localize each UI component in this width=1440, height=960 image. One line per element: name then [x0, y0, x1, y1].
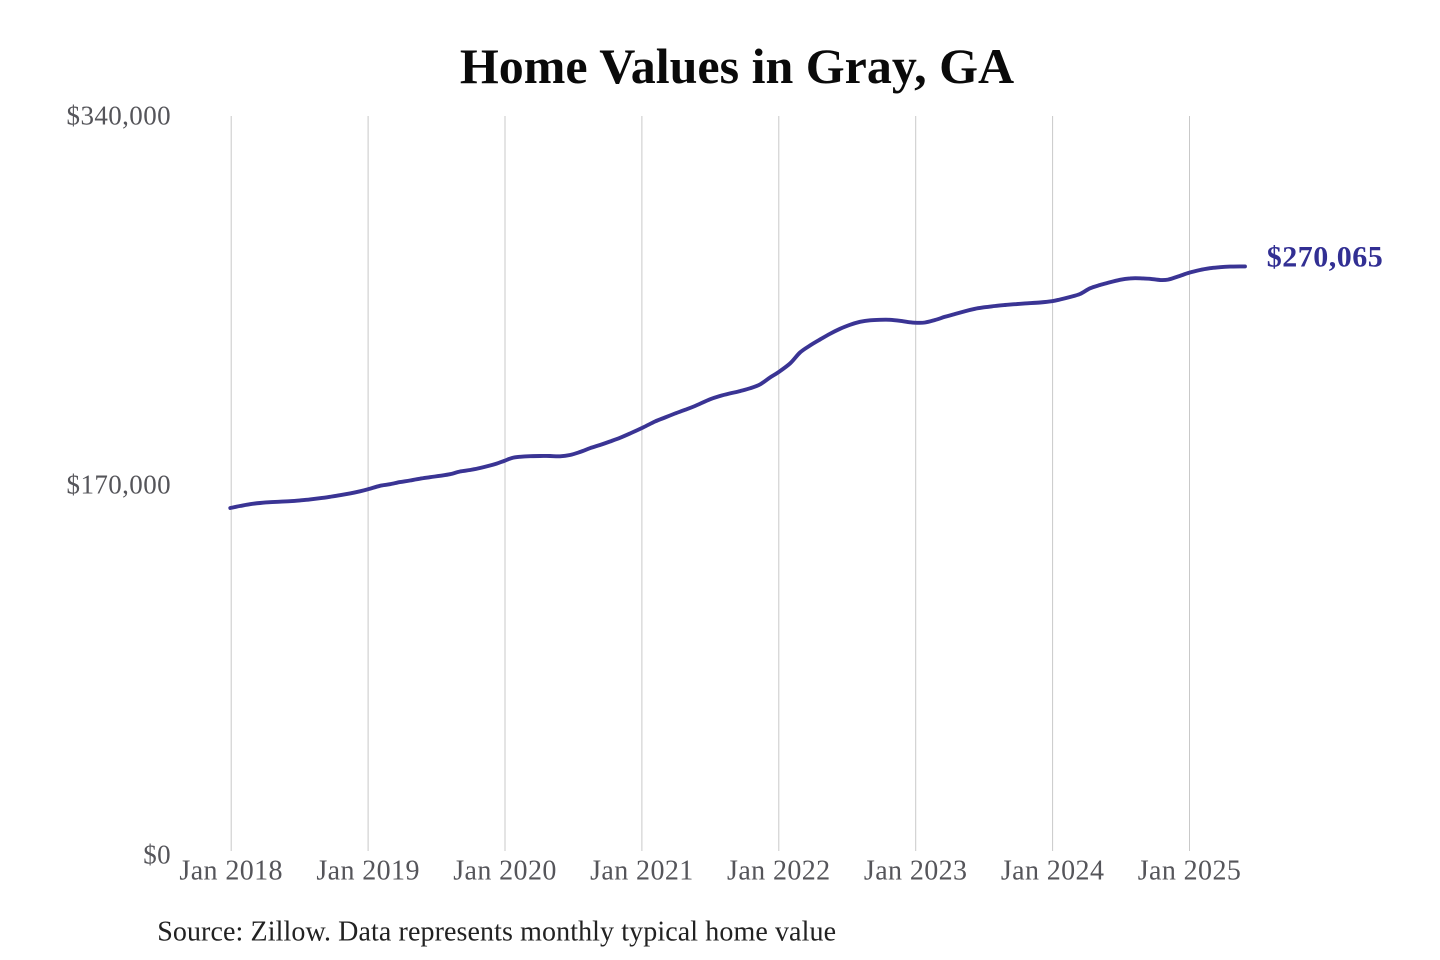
svg-text:$0: $0 — [143, 840, 171, 870]
svg-text:Jan 2020: Jan 2020 — [453, 856, 557, 887]
svg-text:$340,000: $340,000 — [67, 101, 171, 131]
svg-text:Jan 2021: Jan 2021 — [590, 856, 694, 887]
svg-text:Jan 2019: Jan 2019 — [316, 856, 420, 887]
svg-text:Jan 2024: Jan 2024 — [1001, 856, 1105, 887]
svg-text:Jan 2018: Jan 2018 — [179, 856, 283, 887]
svg-text:$270,065: $270,065 — [1267, 240, 1384, 273]
svg-text:Jan 2022: Jan 2022 — [727, 856, 831, 887]
svg-text:Source: Zillow. Data represent: Source: Zillow. Data represents monthly … — [157, 916, 836, 947]
svg-text:$170,000: $170,000 — [67, 469, 171, 499]
svg-text:Home Values in Gray, GA: Home Values in Gray, GA — [460, 38, 1014, 94]
svg-text:Jan 2025: Jan 2025 — [1138, 856, 1242, 887]
svg-text:Jan 2023: Jan 2023 — [864, 856, 968, 887]
